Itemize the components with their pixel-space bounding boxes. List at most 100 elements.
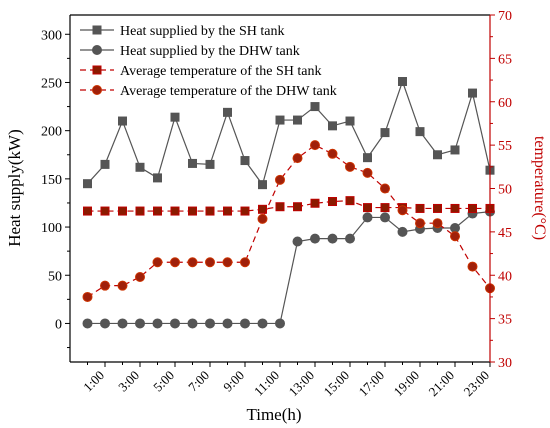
series-dhw-heat [82, 206, 495, 329]
plot-area [70, 15, 490, 362]
data-point-dhw-heat [380, 212, 390, 223]
data-point-dhw-heat [205, 318, 215, 329]
data-point-dhw-temp [187, 257, 198, 268]
y-right-tick-label: 30 [498, 356, 512, 371]
data-point-sh-heat [415, 127, 425, 137]
legend-label: Heat supplied by the DHW tank [120, 44, 300, 59]
y-axis-left-label: Heat supply(kW) [5, 129, 24, 247]
y-right-tick-label: 40 [498, 269, 512, 284]
y-left-tick-label: 100 [41, 221, 62, 236]
series-line-sh-temp [87, 200, 490, 212]
data-point-sh-heat [258, 180, 267, 190]
data-point-dhw-temp [117, 280, 128, 291]
x-axis-label: Time(h) [246, 405, 301, 424]
legend-marker [92, 85, 102, 95]
data-point-sh-temp [275, 202, 285, 212]
y-right-tick-label: 45 [498, 226, 512, 241]
data-point-sh-temp [450, 203, 460, 213]
data-point-dhw-heat [292, 236, 303, 247]
x-tick-label: 11:00 [251, 368, 282, 399]
data-point-sh-heat [275, 115, 285, 125]
x-tick-label: 21:00 [426, 368, 458, 400]
y-left-tick-label: 0 [55, 317, 62, 332]
data-point-sh-heat [188, 158, 197, 168]
y-left-tick-label: 200 [41, 125, 62, 140]
series-layer [82, 77, 495, 329]
data-point-dhw-heat [187, 318, 198, 329]
y-left-tick-label: 150 [41, 173, 62, 188]
data-point-dhw-heat [100, 318, 110, 329]
data-point-dhw-temp [292, 153, 303, 164]
data-point-sh-temp [415, 203, 425, 213]
data-point-sh-temp [135, 206, 145, 216]
x-tick-label: 15:00 [321, 368, 353, 400]
data-point-sh-temp [380, 203, 390, 213]
data-point-dhw-heat [82, 318, 93, 329]
data-point-sh-heat [83, 179, 92, 189]
data-point-sh-heat [100, 159, 110, 169]
series-dhw-temp [82, 140, 495, 302]
data-point-dhw-heat [135, 318, 145, 329]
data-point-sh-heat [380, 128, 390, 138]
data-point-sh-heat [468, 88, 477, 98]
data-point-dhw-temp [415, 218, 425, 229]
data-point-sh-heat [240, 156, 250, 166]
data-point-sh-temp [240, 206, 250, 216]
legend: Heat supplied by the SH tank Heat supplie… [80, 24, 337, 99]
x-tick-label: 7:00 [185, 368, 212, 395]
data-point-sh-heat [345, 116, 355, 126]
data-point-sh-temp [223, 206, 232, 216]
data-point-sh-heat [118, 116, 127, 126]
plot-background [70, 15, 490, 362]
data-point-sh-temp [153, 206, 162, 216]
data-point-sh-temp [345, 196, 355, 206]
data-point-sh-temp [310, 198, 320, 208]
y-right-tick-label: 50 [498, 183, 512, 198]
data-point-dhw-heat [240, 318, 250, 329]
data-point-dhw-heat [170, 318, 180, 329]
data-point-sh-temp [328, 197, 337, 207]
data-point-dhw-heat [362, 212, 373, 223]
data-point-sh-temp [293, 202, 302, 212]
data-point-dhw-temp [345, 161, 355, 172]
data-point-sh-heat [363, 153, 372, 163]
series-sh-temp [83, 196, 495, 216]
data-point-dhw-heat [327, 233, 338, 244]
legend-label: Average temperature of the SH tank [120, 64, 322, 79]
data-point-dhw-heat [310, 233, 320, 244]
x-tick-label: 3:00 [115, 368, 142, 395]
data-point-sh-heat [433, 150, 442, 160]
x-tick-label: 17:00 [356, 368, 388, 400]
data-point-dhw-temp [170, 257, 180, 268]
data-point-dhw-temp [222, 257, 233, 268]
legend-marker [92, 65, 102, 75]
y-right-tick-label: 70 [498, 9, 512, 24]
legend-item-sh-temp: Average temperature of the SH tank [80, 64, 322, 79]
data-point-dhw-heat [152, 318, 163, 329]
legend-item-dhw-temp: Average temperature of the DHW tank [80, 84, 337, 99]
data-point-dhw-temp [275, 174, 285, 185]
y-left-tick-label: 300 [41, 28, 62, 43]
data-point-dhw-heat [450, 223, 460, 234]
data-point-dhw-temp [310, 140, 320, 151]
data-point-sh-heat [450, 145, 460, 155]
legend-label: Average temperature of the DHW tank [120, 84, 337, 99]
data-point-dhw-temp [240, 257, 250, 268]
data-point-dhw-heat [257, 318, 268, 329]
data-point-sh-heat [223, 107, 232, 117]
data-point-sh-temp [188, 206, 197, 216]
data-point-sh-heat [135, 162, 145, 172]
data-point-dhw-temp [257, 213, 268, 224]
legend-marker [92, 25, 102, 35]
y-right-tick-label: 60 [498, 96, 512, 111]
x-tick-label: 13:00 [286, 368, 318, 400]
data-point-sh-heat [293, 115, 302, 125]
data-point-dhw-temp [205, 257, 215, 268]
series-sh-heat [83, 77, 495, 190]
data-point-sh-heat [310, 102, 320, 112]
y-right-tick-label: 35 [498, 313, 512, 328]
data-point-sh-temp [100, 206, 110, 216]
data-point-sh-temp [433, 203, 442, 213]
data-point-dhw-heat [397, 226, 408, 237]
legend-item-dhw-heat: Heat supplied by the DHW tank [80, 44, 300, 59]
